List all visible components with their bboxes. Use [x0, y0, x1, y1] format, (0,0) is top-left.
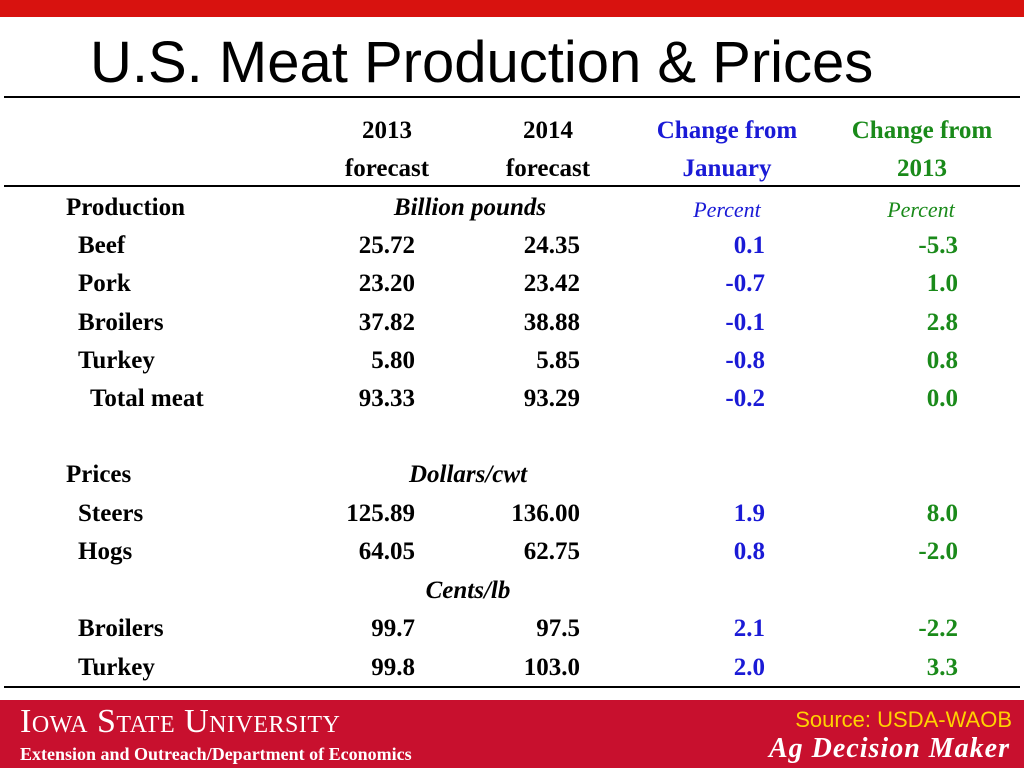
row-label: Turkey: [78, 654, 155, 681]
value-change-january: -0.1: [725, 309, 765, 336]
table-bottom-rule: [4, 686, 1020, 688]
unit-dollars-cwt: Dollars/cwt: [408, 461, 528, 488]
value-2014: 23.42: [523, 270, 580, 297]
row-label: Beef: [78, 232, 126, 259]
section-label-prices: Prices: [66, 461, 132, 488]
value-2013: 64.05: [358, 538, 415, 565]
value-2014: 38.88: [523, 309, 580, 336]
ag-decision-maker-logo: Ag Decision Maker: [769, 733, 1010, 764]
row-label: Broilers: [78, 309, 164, 336]
header-2014-line1: 2014: [523, 117, 573, 144]
header-change-2013-line1: Change from: [851, 117, 993, 144]
value-2013: 25.72: [358, 232, 415, 259]
value-2013: 23.20: [358, 270, 415, 297]
top-accent-bar: [0, 0, 1024, 17]
value-2013: 37.82: [358, 309, 415, 336]
unit-cents-lb: Cents/lb: [425, 577, 511, 604]
value-2014: 93.29: [523, 385, 580, 412]
slide-title: U.S. Meat Production & Prices: [90, 30, 874, 95]
value-change-january: 0.8: [733, 538, 765, 565]
value-change-2013: 0.0: [926, 385, 958, 412]
row-label: Hogs: [78, 538, 133, 565]
value-change-january: 1.9: [733, 500, 765, 527]
unit-billion-pounds: Billion pounds: [393, 194, 547, 221]
value-change-january: -0.2: [725, 385, 765, 412]
value-2014: 103.0: [523, 654, 580, 681]
header-rule: [4, 185, 1020, 187]
value-change-january: 2.0: [733, 654, 765, 681]
row-label: Pork: [78, 270, 131, 297]
value-change-2013: 1.0: [926, 270, 958, 297]
header-change-2013-line2: 2013: [897, 155, 947, 182]
value-change-2013: 2.8: [926, 309, 958, 336]
unit-percent-2013: Percent: [887, 197, 955, 222]
value-change-january: -0.7: [725, 270, 765, 297]
unit-percent-january: Percent: [693, 197, 761, 222]
source-text: Source: USDA-WAOB: [795, 707, 1012, 732]
header-change-january-line2: January: [682, 155, 772, 182]
footer-bar: [0, 700, 1024, 768]
value-2013: 93.33: [358, 385, 415, 412]
row-label: Steers: [78, 500, 144, 527]
value-2014: 24.35: [523, 232, 580, 259]
value-2013: 99.7: [371, 615, 415, 642]
value-change-2013: 8.0: [926, 500, 958, 527]
department-text: Extension and Outreach/Department of Eco…: [20, 744, 412, 764]
university-wordmark: Iowa State University: [20, 703, 341, 740]
value-2013: 5.80: [371, 347, 415, 374]
value-change-2013: 0.8: [926, 347, 958, 374]
row-label: Broilers: [78, 615, 164, 642]
value-2014: 5.85: [536, 347, 580, 374]
table-top-rule: [4, 96, 1020, 98]
value-2014: 136.00: [511, 500, 580, 527]
header-2014-line2: forecast: [505, 155, 591, 182]
header-2013-line2: forecast: [344, 155, 430, 182]
section-label-production: Production: [66, 194, 185, 221]
value-change-2013: -2.0: [918, 538, 958, 565]
value-change-january: -0.8: [725, 347, 765, 374]
row-label: Total meat: [90, 385, 204, 412]
value-change-2013: -5.3: [918, 232, 958, 259]
value-change-january: 2.1: [733, 615, 765, 642]
value-2014: 62.75: [523, 538, 580, 565]
value-2013: 125.89: [346, 500, 415, 527]
header-change-january-line1: Change from: [656, 117, 798, 144]
value-2014: 97.5: [536, 615, 580, 642]
value-change-2013: 3.3: [926, 654, 958, 681]
value-change-january: 0.1: [733, 232, 765, 259]
value-change-2013: -2.2: [918, 615, 958, 642]
header-2013-line1: 2013: [362, 117, 412, 144]
value-2013: 99.8: [371, 654, 415, 681]
row-label: Turkey: [78, 347, 155, 374]
